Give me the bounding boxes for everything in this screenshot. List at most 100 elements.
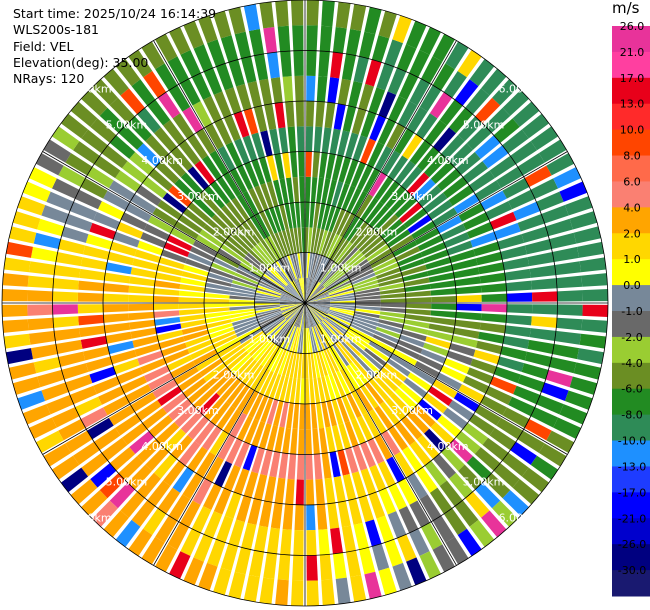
ring-label: 6.00km [498, 83, 540, 96]
gate-cell [305, 303, 313, 328]
gate-cell [337, 340, 356, 362]
gate-cell [311, 327, 321, 352]
gate-cell [376, 371, 399, 392]
gate-cell [170, 146, 193, 171]
gate-cell [178, 140, 201, 165]
colorbar-tick-label: -30.0 [618, 564, 646, 577]
gate-cell [80, 178, 108, 199]
gate-cell [293, 303, 305, 327]
gate-cell [54, 265, 81, 278]
gate-cell [217, 434, 236, 460]
gate-cell [72, 141, 100, 165]
gate-cell [356, 228, 376, 250]
gate-cell [321, 579, 335, 606]
gate-cell [207, 323, 233, 334]
gate-cell [180, 78, 201, 106]
gate-cell [310, 227, 317, 254]
gate-cell [259, 78, 273, 106]
gate-cell [502, 407, 530, 428]
gate-cell [282, 325, 295, 350]
gate-cell [305, 283, 322, 303]
gate-cell [109, 97, 135, 124]
gate-cell [247, 498, 262, 525]
gate-cell [113, 231, 140, 248]
gate-cell [366, 344, 390, 362]
gate-cell [315, 229, 325, 255]
gate-cell [248, 550, 264, 578]
gate-cell [41, 205, 69, 224]
gate-cell [3, 333, 31, 349]
elevation-text: Elevation(deg): 35.00 [13, 54, 149, 70]
gate-cell [242, 190, 259, 216]
gate-cell [223, 172, 242, 197]
gate-cell [421, 56, 443, 84]
gate-cell [249, 249, 270, 269]
gate-cell [378, 91, 397, 118]
gate-cell [419, 85, 442, 112]
ring-label: 5.00km [463, 476, 505, 489]
gate-cell [403, 277, 430, 287]
gate-cell [546, 430, 575, 453]
colorbar-tick-label: 1.0 [623, 253, 641, 266]
gate-cell [367, 141, 385, 168]
gate-cell [297, 227, 303, 253]
gate-cell [203, 95, 222, 123]
gate-cell [130, 267, 157, 279]
gate-cell [264, 345, 280, 369]
gate-cell [217, 248, 242, 265]
gate-cell [127, 464, 152, 490]
gate-cell [207, 272, 233, 283]
gate-cell [207, 367, 230, 387]
gate-cell [178, 290, 205, 298]
gate-cell [265, 269, 287, 287]
gate-cell [46, 394, 74, 415]
colorbar-tick-label: -4.0 [621, 357, 642, 370]
gate-cell [279, 303, 305, 306]
gate-cell [445, 536, 469, 565]
gate-cell [180, 410, 203, 434]
gate-cell [353, 283, 379, 293]
gate-cell [153, 288, 180, 296]
gate-cell [249, 337, 270, 357]
gate-cell [538, 139, 567, 163]
azimuth-line [304, 40, 457, 304]
gate-cell [69, 201, 97, 221]
gate-cell [210, 262, 236, 276]
gate-cell [187, 446, 208, 472]
gate-cell [269, 207, 282, 233]
gate-cell [305, 296, 330, 303]
gate-cell [289, 327, 299, 352]
colorbar-bin [612, 233, 650, 260]
gate-cell [131, 79, 156, 106]
gate-cell [484, 107, 511, 133]
gate-cell [328, 235, 343, 260]
gate-cell [368, 492, 386, 519]
gate-cell [161, 342, 187, 357]
gate-cell [204, 185, 225, 209]
ring-label: 3.00km [391, 404, 433, 417]
gate-cell [243, 255, 266, 274]
gate-cell [354, 291, 381, 298]
gate-cell [469, 519, 495, 548]
gate-cell [327, 280, 352, 293]
gate-cell [484, 473, 511, 499]
gate-cell [277, 25, 291, 52]
gate-cell [541, 382, 569, 401]
colorbar-tick-label: -2.0 [621, 331, 642, 344]
gate-cell [305, 429, 313, 455]
gate-cell [554, 330, 582, 345]
gate-cell [234, 272, 259, 285]
gate-cell [275, 323, 292, 346]
gate-cell [388, 95, 407, 123]
gate-cell [327, 77, 340, 104]
gate-cell [427, 264, 453, 276]
gate-cell [378, 277, 404, 287]
colorbar-tick-label: -17.0 [618, 486, 646, 499]
gate-cell [317, 259, 333, 282]
gate-cell [134, 343, 161, 357]
gate-cell [277, 554, 291, 581]
gate-cell [502, 129, 529, 154]
gate-cell [309, 253, 316, 279]
gate-cell [373, 374, 394, 397]
gate-cell [278, 231, 290, 256]
